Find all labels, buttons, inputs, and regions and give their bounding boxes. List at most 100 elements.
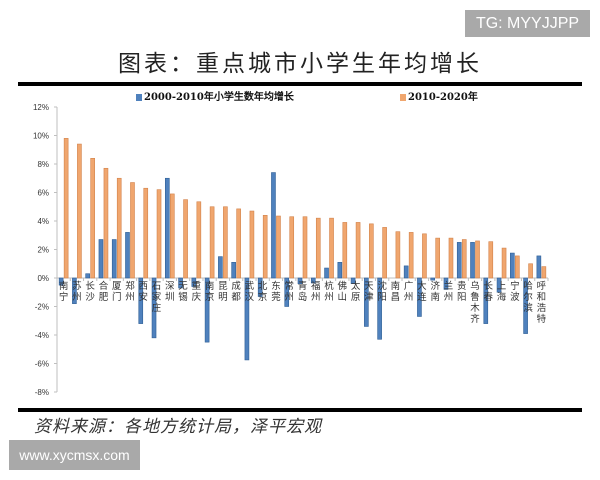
- x-category-label: 岛: [298, 291, 308, 303]
- bar-2000-2010: [178, 277, 183, 289]
- x-category-label: 东: [271, 280, 281, 292]
- bar-2010-2020: [156, 189, 162, 279]
- bar-2000-2010: [417, 277, 422, 317]
- bar-2000-2010: [350, 277, 356, 284]
- y-tick-label: -6%: [35, 360, 49, 369]
- legend-label-series1: 2000-2010年小学生数年均增长: [144, 92, 294, 103]
- x-category-label: 重: [192, 280, 202, 292]
- x-category-label: 呼: [537, 281, 547, 292]
- bar-2000-2010: [231, 262, 236, 279]
- y-tick-label: 10%: [33, 132, 49, 141]
- x-category-label: 汉: [245, 292, 255, 303]
- x-category-label: 庄: [152, 302, 162, 314]
- x-category-label: 连: [417, 291, 427, 303]
- bar-2010-2020: [342, 222, 348, 279]
- x-category-label: 津: [364, 292, 374, 303]
- bar-2000-2010: [377, 277, 382, 340]
- bar-2010-2020: [90, 158, 95, 279]
- bar-2010-2020: [448, 237, 454, 279]
- bar-2010-2020: [355, 222, 361, 279]
- bar-2010-2020: [209, 206, 215, 279]
- title-divider: [18, 82, 582, 86]
- bar-2000-2010: [58, 277, 64, 286]
- bar-2000-2010: [191, 277, 197, 287]
- bar-2000-2010: [430, 277, 436, 281]
- bar-2000-2010: [536, 255, 542, 279]
- bar-2000-2010: [496, 277, 502, 293]
- bar-2010-2020: [249, 210, 255, 279]
- bar-2010-2020: [183, 199, 188, 279]
- bar-2010-2020: [196, 201, 202, 279]
- legend-swatch-blue-icon: [136, 94, 142, 101]
- x-category-label: 沈: [377, 280, 387, 292]
- bar-2000-2010: [204, 277, 210, 343]
- x-category-label: 明: [218, 292, 228, 303]
- x-category-label: 贵: [457, 280, 467, 292]
- bar-2010-2020: [315, 217, 321, 279]
- source-divider: [18, 408, 582, 412]
- x-category-label: 乌: [470, 280, 480, 292]
- x-category-label: 厦: [112, 281, 122, 292]
- x-category-label: 南: [430, 291, 440, 303]
- x-category-label: 杭: [324, 280, 334, 292]
- watermark-badge-bottom: www.xycmsx.com: [9, 440, 140, 470]
- x-category-label: 成: [231, 280, 241, 292]
- x-category-label: 京: [205, 291, 215, 303]
- x-category-label: 南: [391, 280, 401, 292]
- bar-2000-2010: [470, 242, 475, 279]
- x-category-label: 广: [404, 280, 414, 292]
- x-category-label: 北: [258, 281, 268, 292]
- bar-2000-2010: [125, 232, 130, 279]
- bar-2000-2010: [364, 277, 369, 327]
- x-category-label: 齐: [470, 313, 480, 325]
- x-category-label: 昆: [218, 281, 228, 292]
- bar-2010-2020: [289, 216, 295, 279]
- legend-series1: 2000-2010年小学生数年均增长: [136, 88, 294, 103]
- bar-2000-2010: [443, 277, 449, 290]
- legend-series2: 2010-2020年: [400, 88, 478, 103]
- y-tick-label: 4%: [37, 217, 49, 226]
- x-category-label: 州: [324, 292, 334, 303]
- x-category-label: 郑: [125, 280, 135, 292]
- x-category-label: 福: [311, 280, 321, 292]
- x-category-label: 门: [112, 291, 122, 303]
- x-category-label: 阳: [377, 292, 387, 303]
- bar-2010-2020: [528, 263, 533, 279]
- bar-2000-2010: [138, 277, 144, 324]
- x-category-label: 大: [417, 280, 427, 292]
- x-category-label: 上: [497, 281, 507, 292]
- x-category-label: 天: [364, 281, 374, 292]
- bar-chart: -8%-6%-4%-2%0%2%4%6%8%10%12%南宁苏州长沙合肥厦门郑州…: [33, 103, 549, 397]
- x-category-label: 安: [138, 291, 148, 303]
- bar-2000-2010: [72, 277, 77, 304]
- x-category-label: 莞: [271, 291, 281, 303]
- x-category-label: 木: [470, 302, 480, 314]
- x-category-label: 佛: [338, 280, 348, 292]
- bar-2010-2020: [143, 187, 149, 279]
- x-category-label: 州: [311, 292, 321, 303]
- bar-2000-2010: [164, 177, 170, 279]
- x-category-label: 济: [430, 280, 440, 292]
- x-category-label: 太: [351, 280, 361, 292]
- x-category-label: 宁: [510, 280, 520, 292]
- bar-2010-2020: [488, 241, 494, 279]
- x-category-label: 锡: [178, 291, 188, 303]
- bar-2000-2010: [271, 172, 276, 279]
- x-category-label: 都: [231, 292, 241, 303]
- bar-2000-2010: [510, 252, 515, 279]
- bar-2010-2020: [223, 206, 228, 279]
- bar-2000-2010: [523, 277, 528, 334]
- bar-2000-2010: [284, 277, 290, 307]
- bar-2010-2020: [501, 247, 507, 279]
- x-category-label: 尔: [523, 291, 533, 303]
- y-tick-label: -2%: [35, 303, 49, 312]
- bar-2000-2010: [324, 267, 329, 279]
- bar-2000-2010: [218, 256, 223, 279]
- x-category-label: 州: [404, 292, 414, 303]
- x-category-label: 州: [125, 292, 135, 303]
- x-category-label: 长: [85, 280, 95, 292]
- y-tick-label: -8%: [35, 388, 49, 397]
- x-category-label: 家: [152, 291, 162, 303]
- bar-2000-2010: [337, 262, 343, 279]
- x-category-label: 武: [245, 280, 255, 292]
